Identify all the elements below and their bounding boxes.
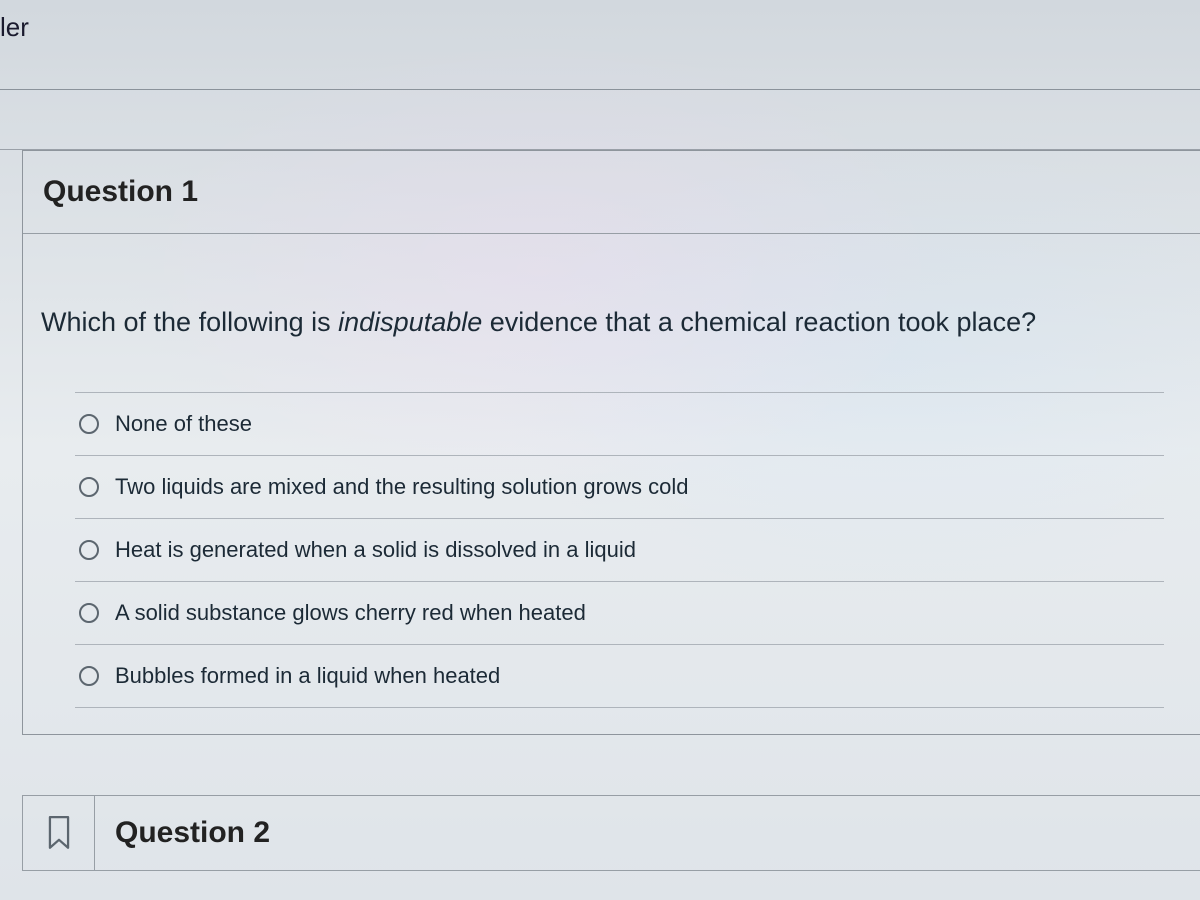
question-1-body: Which of the following is indisputable e… — [23, 234, 1200, 734]
option-label: A solid substance glows cherry red when … — [115, 600, 586, 626]
top-bar-partial-text: ler — [0, 12, 29, 42]
question-2-row: Question 2 — [22, 795, 1200, 871]
option-row[interactable]: None of these — [75, 393, 1164, 456]
option-label: Bubbles formed in a liquid when heated — [115, 663, 500, 689]
option-label: None of these — [115, 411, 252, 437]
question-2-header: Question 2 — [94, 795, 1200, 871]
question-1-options: None of these Two liquids are mixed and … — [75, 392, 1164, 708]
prompt-italic-word: indisputable — [338, 307, 482, 337]
radio-icon[interactable] — [79, 666, 99, 686]
option-row[interactable]: Two liquids are mixed and the resulting … — [75, 456, 1164, 519]
radio-icon[interactable] — [79, 603, 99, 623]
spacer-row — [0, 90, 1200, 150]
bookmark-cell[interactable] — [22, 795, 94, 871]
option-row[interactable]: A solid substance glows cherry red when … — [75, 582, 1164, 645]
radio-icon[interactable] — [79, 540, 99, 560]
card-gap — [0, 735, 1200, 795]
option-label: Heat is generated when a solid is dissol… — [115, 537, 636, 563]
option-label: Two liquids are mixed and the resulting … — [115, 474, 689, 500]
question-1-prompt: Which of the following is indisputable e… — [41, 304, 1182, 340]
radio-icon[interactable] — [79, 477, 99, 497]
bookmark-icon — [45, 816, 73, 850]
question-1-header: Question 1 — [23, 151, 1200, 234]
top-bar: ler — [0, 0, 1200, 90]
prompt-part-before: Which of the following is — [41, 307, 338, 337]
prompt-part-after: evidence that a chemical reaction took p… — [482, 307, 1036, 337]
question-1-card: Question 1 Which of the following is ind… — [22, 150, 1200, 735]
option-row[interactable]: Bubbles formed in a liquid when heated — [75, 645, 1164, 708]
radio-icon[interactable] — [79, 414, 99, 434]
option-row[interactable]: Heat is generated when a solid is dissol… — [75, 519, 1164, 582]
